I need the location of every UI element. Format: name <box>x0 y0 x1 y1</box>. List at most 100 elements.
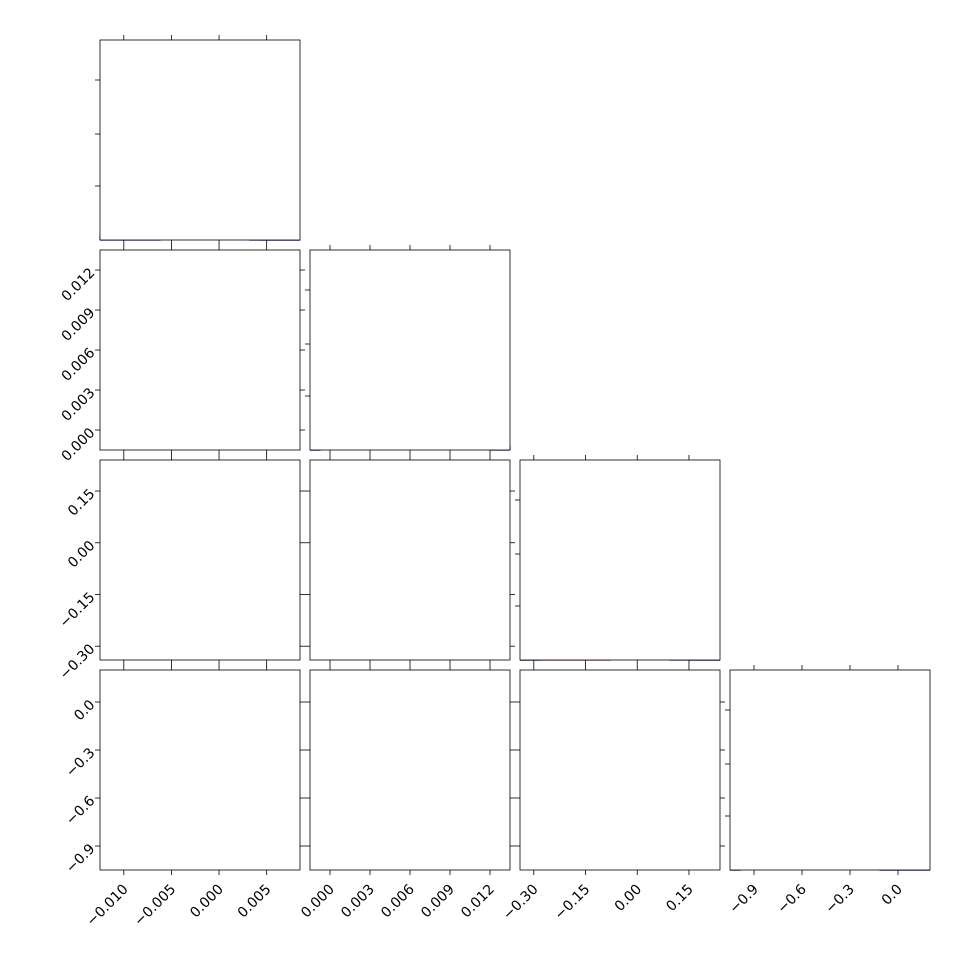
scatter-point <box>67 730 69 732</box>
scatter-point <box>301 869 303 871</box>
scatter-point <box>88 786 90 788</box>
scatter-point <box>511 768 513 770</box>
scatter-point <box>511 862 513 864</box>
scatter-point <box>346 663 348 665</box>
scatter-point <box>48 776 50 778</box>
scatter-point <box>261 874 263 876</box>
scatter-point <box>653 906 655 908</box>
scatter-point <box>249 242 251 244</box>
scatter-point <box>66 546 68 548</box>
scatter-point <box>453 661 455 663</box>
scatter-point <box>511 515 513 517</box>
scatter-point <box>623 872 625 874</box>
scatter-point <box>411 909 413 911</box>
scatter-point <box>96 545 98 547</box>
scatter-point <box>361 879 363 881</box>
scatter-point <box>304 792 306 794</box>
scatter-point <box>303 826 305 828</box>
scatter-point <box>305 416 307 418</box>
scatter-point <box>431 880 433 882</box>
scatter-point <box>255 666 257 668</box>
scatter-point <box>585 921 587 923</box>
scatter-point <box>190 884 192 886</box>
scatter-point <box>429 882 431 884</box>
scatter-point <box>272 897 274 899</box>
scatter-point <box>46 548 48 550</box>
panel-frame <box>309 459 511 661</box>
scatter-point <box>559 872 561 874</box>
scatter-point <box>638 923 640 925</box>
scatter-point <box>39 808 41 810</box>
scatter-point <box>58 528 60 530</box>
scatter-point <box>46 669 48 671</box>
scatter-point <box>418 904 420 906</box>
scatter-point <box>70 851 72 853</box>
scatter-point <box>516 533 518 535</box>
scatter-point <box>270 877 272 879</box>
scatter-point <box>23 543 25 545</box>
scatter-point <box>374 882 376 884</box>
scatter-point <box>293 664 295 666</box>
scatter-point <box>97 522 99 524</box>
scatter-point <box>98 737 100 739</box>
scatter-point <box>457 883 459 885</box>
scatter-point <box>43 551 45 553</box>
scatter-point <box>148 244 150 246</box>
scatter-point <box>510 790 512 792</box>
scatter-point <box>24 279 26 281</box>
scatter-point <box>308 801 310 803</box>
scatter-point <box>423 891 425 893</box>
scatter-point <box>468 883 470 885</box>
scatter-point <box>285 892 287 894</box>
scatter-point <box>484 877 486 879</box>
x-tick-label: 0.000 <box>298 882 338 922</box>
scatter-point <box>360 916 362 918</box>
scatter-point <box>564 882 566 884</box>
scatter-point <box>415 879 417 881</box>
y-tick-label: −0.15 <box>57 590 99 632</box>
x-tick-label: 0.00 <box>612 882 645 915</box>
scatter-point <box>239 879 241 881</box>
scatter-point <box>539 871 541 873</box>
scatter-point <box>544 886 546 888</box>
scatter-point <box>96 287 98 289</box>
scatter-point <box>330 662 332 664</box>
scatter-point <box>411 931 413 933</box>
scatter-point <box>94 767 96 769</box>
scatter-point <box>138 870 140 872</box>
scatter-point <box>304 523 306 525</box>
scatter-point <box>646 894 648 896</box>
scatter-point <box>184 881 186 883</box>
x-tick-label: 0.000 <box>187 882 227 922</box>
scatter-point <box>131 246 133 248</box>
scatter-point <box>340 880 342 882</box>
scatter-point <box>564 877 566 879</box>
scatter-point <box>511 533 513 535</box>
y-tick-label: 0.006 <box>59 345 99 385</box>
scatter-point <box>607 896 609 898</box>
scatter-point <box>619 889 621 891</box>
scatter-point <box>234 874 236 876</box>
y-tick-label: 0.012 <box>59 265 99 305</box>
scatter-point <box>650 896 652 898</box>
panel-frame <box>99 249 301 451</box>
scatter-point <box>71 571 73 573</box>
scatter-point <box>242 872 244 874</box>
scatter-point <box>53 534 55 536</box>
x-tick-label: −0.005 <box>131 882 179 930</box>
scatter-point <box>333 907 335 909</box>
scatter-point <box>92 779 94 781</box>
scatter-point <box>175 880 177 882</box>
scatter-point <box>513 831 515 833</box>
scatter-point <box>434 875 436 877</box>
scatter-point <box>149 883 151 885</box>
scatter-point <box>334 882 336 884</box>
scatter-point <box>92 521 94 523</box>
scatter-point <box>516 802 518 804</box>
scatter-point <box>62 789 64 791</box>
scatter-point <box>86 337 88 339</box>
scatter-point <box>55 516 57 518</box>
scatter-point <box>641 872 643 874</box>
scatter-point <box>304 508 306 510</box>
scatter-point <box>154 666 156 668</box>
